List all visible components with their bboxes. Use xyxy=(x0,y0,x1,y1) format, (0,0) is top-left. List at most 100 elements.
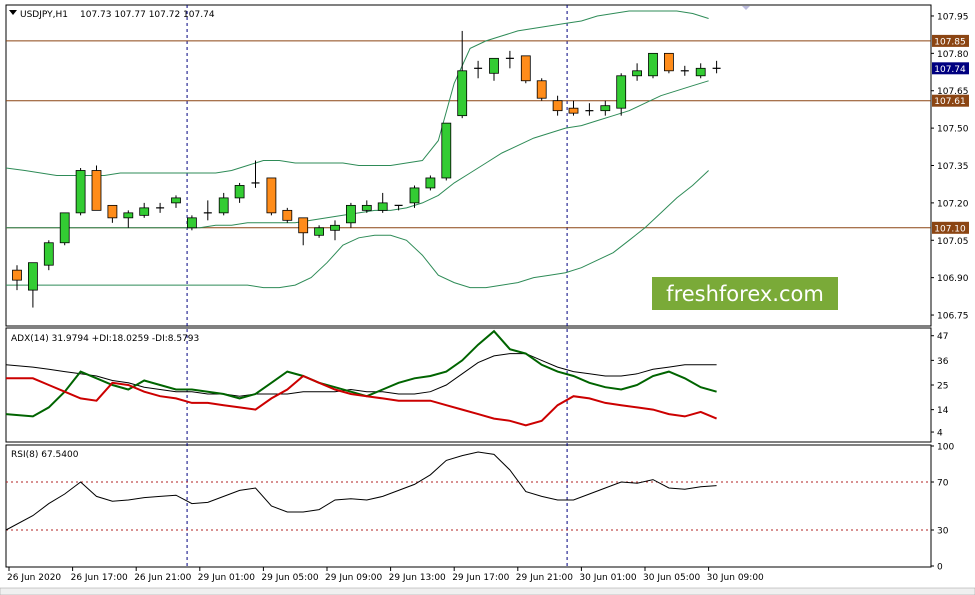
bollinger-lower-band xyxy=(6,170,709,289)
candle-body xyxy=(616,75,627,109)
collapse-triangle-icon[interactable] xyxy=(9,10,17,15)
candle xyxy=(282,207,293,223)
candle-body xyxy=(361,204,372,211)
candle xyxy=(552,95,563,116)
price-tick-label: 107.95 xyxy=(937,12,969,22)
candle xyxy=(298,217,309,246)
candle xyxy=(314,225,325,238)
candle-body xyxy=(314,227,325,236)
level-price-tag xyxy=(932,34,969,47)
adx-line-adx xyxy=(5,353,717,397)
candle xyxy=(568,100,579,116)
rsi-title: RSI(8) 67.5400 xyxy=(11,450,79,460)
time-tick-label: 29 Jun 01:00 xyxy=(198,573,255,583)
candle xyxy=(59,212,70,246)
candle-body xyxy=(91,170,102,211)
candle xyxy=(203,200,212,221)
candle xyxy=(616,73,627,116)
candle xyxy=(536,78,547,101)
candle xyxy=(457,30,468,119)
time-tick-label: 30 Jun 01:00 xyxy=(579,573,636,583)
candle xyxy=(489,57,499,81)
candle xyxy=(186,215,197,231)
candle-body xyxy=(664,52,674,72)
time-tick-label: 29 Jun 17:00 xyxy=(452,573,509,583)
adx-tick-label: 47 xyxy=(937,332,948,342)
candle xyxy=(171,195,181,208)
candle-body xyxy=(489,57,499,74)
time-tick-label: 30 Jun 05:00 xyxy=(643,573,700,583)
time-tick-label: 26 Jun 17:00 xyxy=(71,573,128,583)
adx-title: ADX(14) 31.9794 +DI:18.0259 -DI:8.5793 xyxy=(11,334,199,344)
price-tick-label: 107.05 xyxy=(937,237,969,247)
candle-body xyxy=(218,197,229,214)
rsi-tick-label: 30 xyxy=(937,527,949,537)
chart-tabs-strip[interactable] xyxy=(0,587,975,595)
candle xyxy=(234,182,245,203)
adx-tick-label: 4 xyxy=(937,429,943,439)
candle xyxy=(330,220,340,241)
candle-body xyxy=(107,204,118,219)
time-tick-label: 29 Jun 05:00 xyxy=(261,573,318,583)
rsi-tick-label: 100 xyxy=(937,443,954,453)
price-tick-label: 107.65 xyxy=(937,87,969,97)
candle-body xyxy=(266,177,277,214)
candle-body xyxy=(425,177,436,189)
candle-body xyxy=(648,52,658,77)
candle-body xyxy=(282,209,293,221)
candle xyxy=(520,55,531,84)
candle-body xyxy=(139,207,150,216)
candle xyxy=(474,60,483,79)
time-tick-label: 29 Jun 21:00 xyxy=(516,573,573,583)
price-tick-label: 107.80 xyxy=(937,50,969,60)
time-tick-label: 29 Jun 09:00 xyxy=(325,573,382,583)
rsi-line xyxy=(5,451,717,531)
candle-body xyxy=(27,262,38,291)
bollinger-upper-band xyxy=(5,10,709,176)
price-tick-label: 106.90 xyxy=(937,274,969,284)
candle xyxy=(251,160,260,188)
candle-body xyxy=(520,55,531,82)
candle-body xyxy=(330,224,340,231)
candle xyxy=(505,50,514,69)
candle xyxy=(425,175,436,191)
candle-body xyxy=(457,70,468,117)
candle-body xyxy=(75,170,86,214)
candle-body xyxy=(695,67,706,77)
candle-body xyxy=(536,80,547,99)
candle-body xyxy=(43,242,54,266)
candle xyxy=(712,60,721,74)
rsi-tick-label: 70 xyxy=(937,479,949,489)
rsi-tick-label: 0 xyxy=(937,563,943,573)
time-tick-label: 26 Jun 2020 xyxy=(7,573,61,583)
level-price-tag xyxy=(932,221,969,234)
symbol-label: USDJPY,H1 xyxy=(20,10,68,20)
chart-shift-marker-icon[interactable] xyxy=(742,6,750,10)
candle xyxy=(632,63,642,81)
candle xyxy=(664,52,674,74)
candle xyxy=(75,167,86,216)
candle-body xyxy=(123,212,134,219)
candle xyxy=(695,63,706,79)
candle xyxy=(600,100,611,116)
candle xyxy=(218,192,229,216)
candle xyxy=(361,200,372,213)
rsi-pane xyxy=(5,444,932,568)
time-tick-label: 29 Jun 13:00 xyxy=(389,573,446,583)
candle-body xyxy=(59,212,70,244)
price-tick-label: 107.20 xyxy=(937,199,969,209)
candle xyxy=(680,65,689,76)
candle xyxy=(12,265,22,291)
price-tick-label: 106.75 xyxy=(937,312,969,322)
adx-tick-label: 14 xyxy=(937,406,949,416)
candle-body xyxy=(600,105,611,112)
candle xyxy=(266,177,277,216)
candle xyxy=(156,202,165,213)
candle xyxy=(394,204,403,211)
candle xyxy=(648,52,658,79)
candle-body xyxy=(345,204,356,224)
candle xyxy=(43,240,54,271)
adx-tick-label: 25 xyxy=(937,382,948,392)
candle-body xyxy=(377,202,388,211)
